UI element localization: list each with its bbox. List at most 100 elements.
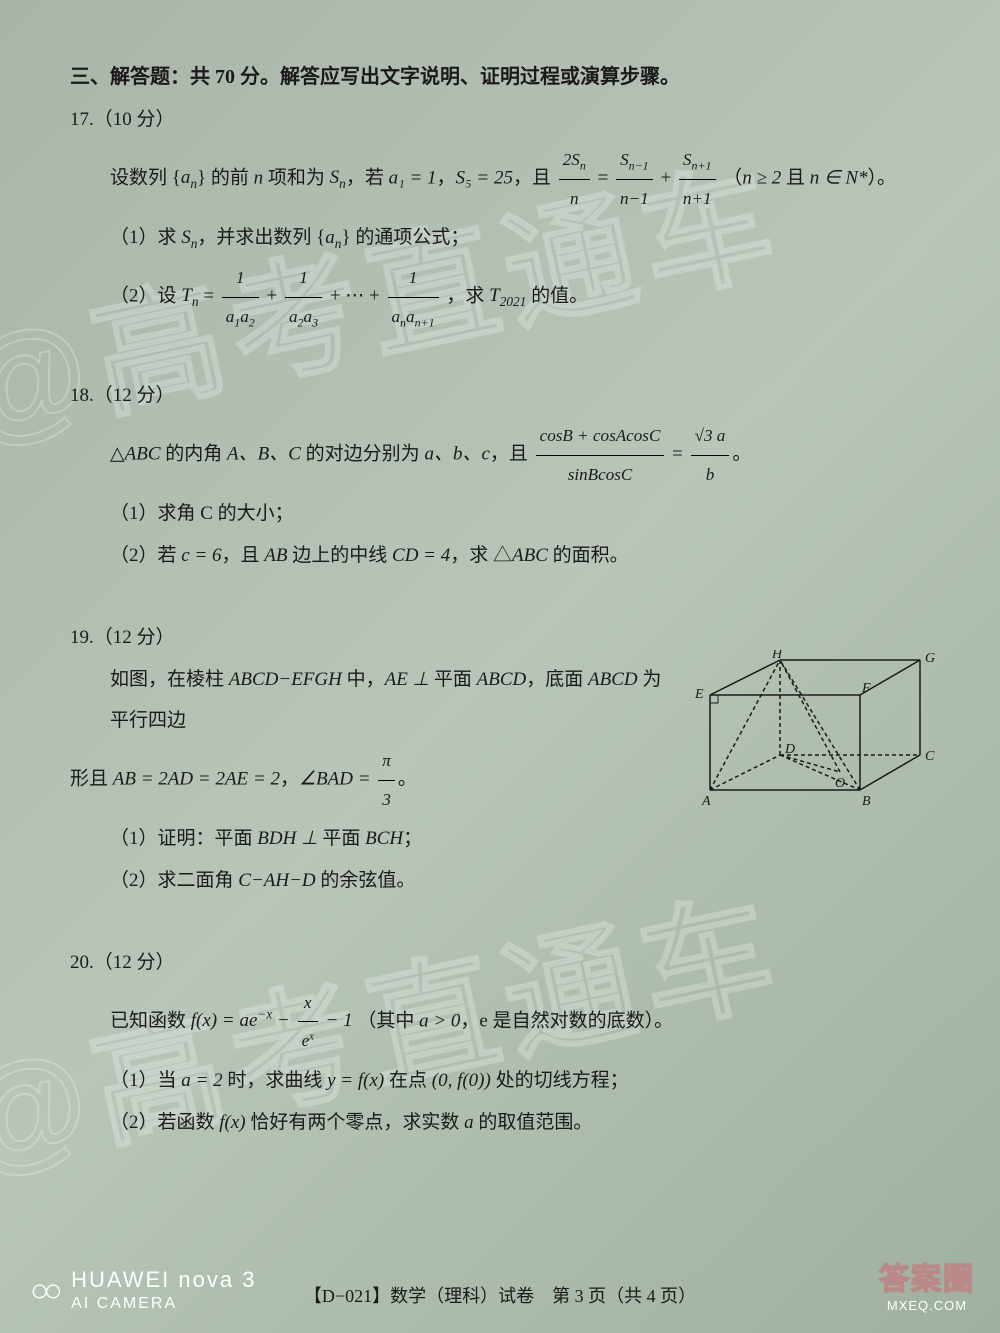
huawei-watermark: ○○ HUAWEI nova 3 AI CAMERA — [30, 1267, 256, 1313]
q17-frac1: 2Snn — [559, 141, 590, 217]
q20-text: 已知函数 — [110, 1010, 191, 1031]
q20-p1-text: 处的切线方程； — [491, 1070, 629, 1091]
corner-logo: 答案圈 MXEQ.COM — [879, 1254, 975, 1313]
q18-frac-lhs: cosB + cosAcosCsinBcosC — [536, 417, 665, 493]
vertex-a: A — [701, 794, 711, 809]
q17-text: ， — [437, 167, 456, 188]
n-cond: n ≥ 2 — [742, 167, 781, 188]
q17-tfrac2: 1a2a3 — [285, 259, 322, 335]
q17-p2-text: ，求 — [446, 285, 489, 306]
abcd: ABCD — [477, 669, 527, 690]
huawei-line2: AI CAMERA — [71, 1294, 256, 1313]
q19-text: ， — [280, 769, 299, 790]
q19-text: 中， — [342, 669, 385, 690]
prism-diagram: A B C D E F G H O — [690, 650, 940, 810]
corner-logo-small: MXEQ.COM — [879, 1298, 975, 1313]
q17-part1: （1）求 Sn，并求出数列 {an} 的通项公式； — [70, 217, 930, 259]
q17-text: 项和为 — [263, 167, 330, 188]
q17-number: 17.（10 分） — [70, 99, 930, 141]
abc: ABC — [512, 545, 548, 566]
q18-part1: （1）求角 C 的大小； — [70, 493, 930, 535]
vertex-c: C — [925, 749, 935, 764]
q18-frac-rhs: √3 ab — [691, 417, 730, 493]
q19-part1: （1）证明：平面 BDH ⊥ 平面 BCH； — [70, 818, 670, 860]
q19-part2: （2）求二面角 C−AH−D 的余弦值。 — [70, 860, 670, 902]
s5-val: S₅ = 25 — [456, 167, 513, 188]
bch: BCH — [365, 828, 403, 849]
q19-p1-text: ； — [403, 828, 422, 849]
huawei-line1: HUAWEI nova 3 — [71, 1267, 256, 1293]
vertex-h: H — [771, 650, 783, 662]
sn-var: Sn — [330, 167, 346, 188]
pi-over-3: π3 — [378, 742, 395, 818]
q18-number: 18.（12 分） — [70, 375, 930, 417]
q19-p1-text: 平面 — [318, 828, 366, 849]
q20-part2: （2）若函数 f(x) 恰好有两个零点，求实数 a 的取值范围。 — [70, 1102, 930, 1144]
fx-def: f(x) = ae−x − xex − 1 — [191, 1010, 353, 1031]
sn-var: Sn — [181, 227, 197, 248]
an-seq: an — [181, 167, 197, 188]
dihedral: C−AH−D — [238, 870, 315, 891]
q19-p2-text: 的余弦值。 — [316, 870, 416, 891]
abc-upper: A、B、C — [227, 444, 301, 465]
curve: y = f(x) — [327, 1070, 384, 1091]
c-val: c = 6 — [181, 545, 221, 566]
q17-text: } 的前 — [197, 167, 254, 188]
camera-icon: ○○ — [30, 1271, 57, 1309]
ab-side: AB — [264, 545, 287, 566]
q18-p2-text: ，求 △ — [450, 545, 512, 566]
fx: f(x) — [219, 1112, 245, 1133]
q18-text: 的对边分别为 — [301, 444, 425, 465]
tn-var: Tn — [181, 285, 198, 306]
angle-bad: ∠BAD = — [299, 769, 375, 790]
vertex-b: B — [862, 794, 871, 809]
q20-p1-text: 在点 — [384, 1070, 432, 1091]
ae-perp: AE ⊥ — [385, 669, 430, 690]
q17-text: 设数列 { — [110, 167, 181, 188]
corner-logo-big: 答案圈 — [879, 1254, 975, 1298]
q17-tfrac3: 1anan+1 — [388, 259, 439, 335]
q20-body: 已知函数 f(x) = ae−x − xex − 1 （其中 a > 0，e 是… — [70, 984, 930, 1060]
a-val: a = 2 — [181, 1070, 222, 1091]
q17-text: ，且 — [513, 167, 556, 188]
q17-text: ）。 — [868, 167, 897, 188]
q17-frac3: Sn+1n+1 — [679, 141, 716, 217]
abcd: ABCD — [588, 669, 638, 690]
q18-p2-text: （2）若 — [110, 545, 181, 566]
q18-text: △ — [110, 444, 125, 465]
prism: ABCD−EFGH — [229, 669, 342, 690]
vertex-g: G — [925, 651, 935, 666]
q18-p2-text: 的面积。 — [548, 545, 629, 566]
q17-part2: （2）设 Tn = 1a1a2 + 1a2a3 + ⋯ + 1anan+1 ，求… — [70, 259, 930, 335]
q20-text: （其中 — [357, 1010, 419, 1031]
q17-text: 且 — [781, 167, 810, 188]
q19-line2: 形且 AB = 2AD = 2AE = 2，∠BAD = π3。 — [70, 742, 670, 818]
q17-text: ，若 — [346, 167, 389, 188]
cd-val: CD = 4 — [392, 545, 450, 566]
page-footer: 【D−021】数学（理科）试卷 第 3 页（共 4 页） — [304, 1282, 696, 1308]
q20-p2-text: 的取值范围。 — [474, 1112, 593, 1133]
q20-text: ，e 是自然对数的底数）。 — [460, 1010, 673, 1031]
n-set: n ∈ N* — [810, 167, 868, 188]
question-18: 18.（12 分） △ABC 的内角 A、B、C 的对边分别为 a、b、c，且 … — [70, 375, 930, 577]
t2021: T2021 — [489, 285, 526, 306]
q17-p1-text: ，并求出数列 { — [197, 227, 325, 248]
bdh: BDH ⊥ — [257, 828, 317, 849]
point: (0, f(0)) — [432, 1070, 491, 1091]
q18-body: △ABC 的内角 A、B、C 的对边分别为 a、b、c，且 cosB + cos… — [70, 417, 930, 493]
q20-p2-text: 恰好有两个零点，求实数 — [246, 1112, 465, 1133]
vertex-o: O — [835, 776, 845, 791]
q17-p1-text: } 的通项公式； — [341, 227, 469, 248]
q20-part1: （1）当 a = 2 时，求曲线 y = f(x) 在点 (0, f(0)) 处… — [70, 1060, 930, 1102]
q18-p2-text: 边上的中线 — [288, 545, 393, 566]
q17-body: 设数列 {an} 的前 n 项和为 Sn，若 a₁ = 1，S₅ = 25，且 … — [70, 141, 930, 217]
vertex-f: F — [861, 681, 871, 696]
a1-val: a₁ = 1 — [389, 167, 437, 188]
abc-lower: a、b、c — [424, 444, 489, 465]
abc: ABC — [125, 444, 161, 465]
q19-text: ，底面 — [526, 669, 588, 690]
q19-text: 如图，在棱柱 — [110, 669, 229, 690]
q19-text: 形且 — [70, 769, 113, 790]
q19-text: 平面 — [429, 669, 477, 690]
a-var: a — [464, 1112, 474, 1133]
